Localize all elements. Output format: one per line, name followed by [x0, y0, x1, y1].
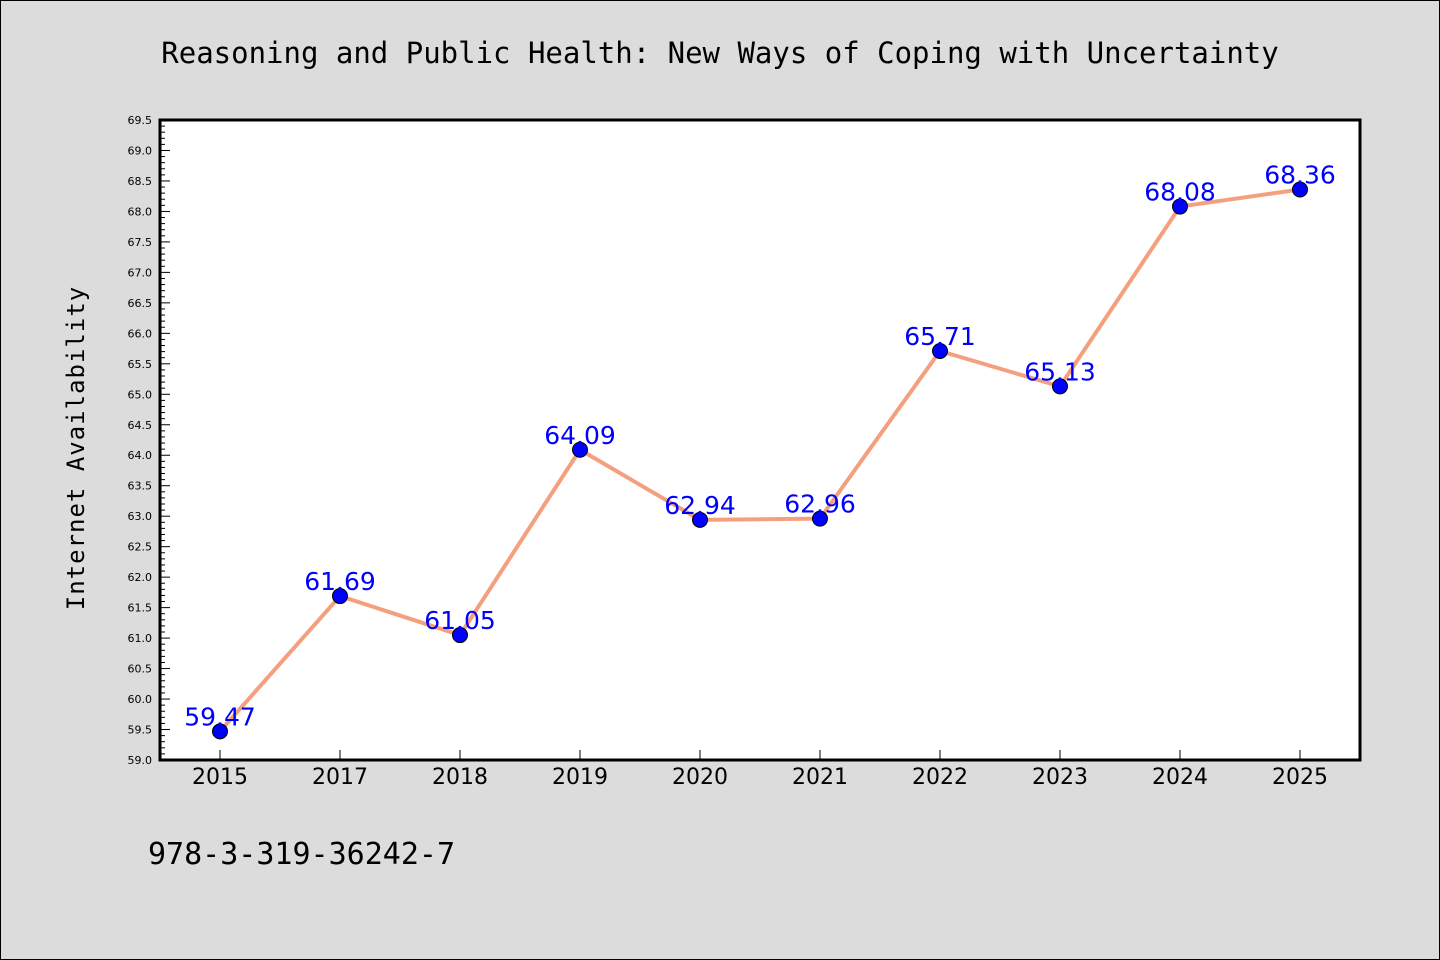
data-point	[812, 510, 828, 527]
data-point	[1172, 198, 1188, 215]
y-tick-label: 60.0	[128, 693, 153, 706]
chart-title: Reasoning and Public Health: New Ways of…	[161, 36, 1278, 70]
data-point	[932, 343, 948, 360]
data-point	[1292, 181, 1308, 198]
x-tick-label: 2017	[312, 765, 368, 790]
x-tick-label: 2019	[552, 765, 608, 790]
data-point	[692, 511, 708, 528]
data-point	[572, 441, 588, 458]
y-tick-label: 63.0	[128, 510, 153, 523]
x-tick-label: 2018	[432, 765, 488, 790]
y-tick-label: 64.0	[128, 449, 153, 462]
y-tick-label: 67.0	[128, 266, 153, 279]
x-tick-label: 2020	[672, 765, 728, 790]
y-tick-label: 63.5	[128, 480, 153, 493]
data-point	[332, 588, 348, 605]
data-point	[212, 723, 228, 740]
data-label: 61.69	[304, 567, 376, 596]
y-tick-label: 61.5	[128, 602, 153, 615]
x-tick-label: 2025	[1272, 765, 1328, 790]
data-label-group: 59.47 61.69 61.05 64.09 62.94 62.96 65.71 65.13…	[184, 160, 1336, 731]
y-tick-label: 69.0	[128, 144, 153, 157]
data-point	[452, 627, 468, 644]
data-label: 68.08	[1144, 178, 1216, 207]
x-tick-label: 2015	[192, 765, 248, 790]
y-tick-label: 65.0	[128, 388, 153, 401]
marker-group	[212, 181, 1308, 740]
y-axis-label: Internet Availability	[62, 286, 90, 610]
y-tick-label: 59.0	[128, 754, 153, 767]
data-label: 62.96	[784, 490, 856, 519]
data-label: 61.05	[424, 606, 496, 635]
x-axis: 2015 2017 2018 2019 2020 2021 2022 2023 2024 2025	[192, 750, 1328, 790]
y-tick-label: 68.0	[128, 205, 153, 218]
data-label: 62.94	[664, 491, 736, 520]
y-axis: 59.0 59.5 60.0 60.5 61.0 61.5 62.0 62.5 63.0 63.5…	[128, 114, 170, 767]
y-tick-label: 60.5	[128, 663, 153, 676]
y-tick-label: 65.5	[128, 358, 153, 371]
data-label: 68.36	[1264, 160, 1336, 189]
y-tick-label: 68.5	[128, 175, 153, 188]
y-tick-label: 61.0	[128, 632, 153, 645]
y-tick-label: 59.5	[128, 724, 153, 737]
data-label: 65.13	[1024, 357, 1096, 386]
x-tick-label: 2024	[1152, 765, 1208, 790]
x-tick-label: 2021	[792, 765, 848, 790]
data-label: 59.47	[184, 702, 256, 731]
y-tick-label: 66.5	[128, 297, 153, 310]
y-tick-label: 69.5	[128, 114, 153, 127]
data-point	[1052, 378, 1068, 395]
data-label: 64.09	[544, 421, 616, 450]
y-tick-label: 64.5	[128, 419, 153, 432]
y-tick-label: 66.0	[128, 327, 153, 340]
x-tick-label: 2023	[1032, 765, 1088, 790]
series-line	[218, 187, 1302, 734]
x-tick-label: 2022	[912, 765, 968, 790]
isbn-text: 978-3-319-36242-7	[148, 837, 455, 872]
y-tick-label: 62.0	[128, 571, 153, 584]
plot-area	[158, 118, 1362, 762]
series-line-group	[218, 187, 1302, 734]
y-tick-label: 67.5	[128, 236, 153, 249]
data-label: 65.71	[904, 322, 976, 351]
y-tick-label: 62.5	[128, 541, 153, 554]
